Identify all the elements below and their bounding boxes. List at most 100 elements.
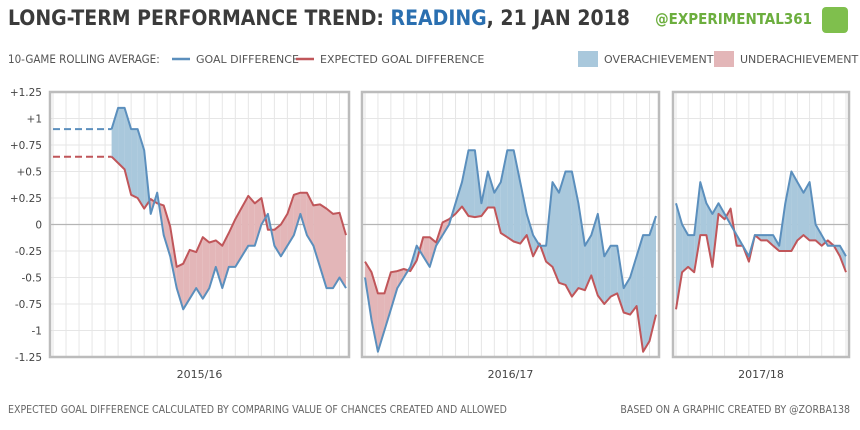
legend-over-label: OVERACHIEVEMENT: [604, 53, 714, 66]
underachievement-area: [183, 249, 190, 310]
underachievement-area: [423, 237, 430, 267]
overachievement-area: [694, 182, 701, 273]
underachievement-area: [320, 204, 327, 289]
season-panel-frame: [48, 90, 351, 359]
overachievement-area: [791, 171, 798, 251]
overachievement-area: [571, 171, 579, 297]
team-name: READING: [390, 6, 487, 30]
underachievement-area: [209, 240, 216, 289]
overachievement-area: [507, 150, 514, 242]
xgd-line: [110, 155, 347, 268]
season-label: 2015/16: [177, 368, 223, 381]
overachievement-area: [131, 129, 138, 198]
footer-credit: BASED ON A GRAPHIC CREATED BY @ZORBA138: [620, 404, 850, 416]
y-tick-label: -0.25: [15, 246, 42, 258]
overachievement-area: [118, 107, 125, 170]
underachievement-area: [254, 198, 262, 246]
underachievement-area: [280, 213, 288, 257]
overachievement-area: [559, 171, 566, 285]
underachievement-area: [176, 263, 184, 310]
overachievement-area: [468, 150, 475, 218]
overachievement-area: [643, 235, 650, 352]
overachievement-area: [578, 203, 585, 291]
title-date: , 21 JAN 2018: [486, 6, 630, 30]
y-tick-label: +0.5: [17, 167, 43, 179]
overachievement-area: [706, 203, 713, 267]
overachievement-area: [462, 150, 469, 216]
gd-line: [364, 149, 657, 353]
overachievement-area: [803, 182, 810, 241]
overachievement-area: [604, 245, 611, 304]
season-label: 2016/17: [488, 368, 534, 381]
twitter-handle[interactable]: @EXPERIMENTAL361: [655, 10, 812, 28]
overachievement-area: [636, 235, 644, 352]
overachievement-area: [688, 235, 695, 273]
logo-icon: [822, 7, 848, 33]
overachievement-area: [676, 203, 683, 310]
underachievement-area: [326, 208, 333, 289]
overachievement-area: [700, 182, 707, 236]
overachievement-area: [565, 171, 572, 297]
title-prefix: LONG-TERM PERFORMANCE TREND:: [8, 6, 391, 30]
underachievement-area: [248, 195, 255, 246]
overachievement-area: [597, 213, 605, 304]
overachievement-area: [591, 213, 598, 296]
underachievement-area: [287, 194, 294, 246]
underachievement-area: [189, 249, 197, 299]
gd-line: [675, 170, 847, 258]
overachievement-area: [494, 182, 501, 233]
underachievement-area: [293, 192, 301, 236]
legend-under-swatch: [714, 51, 734, 67]
overachievement-area: [649, 216, 656, 342]
y-tick-label: -0.75: [15, 299, 42, 311]
underachievement-area: [235, 207, 242, 267]
overachievement-area: [761, 235, 768, 241]
xgd-line: [675, 207, 847, 310]
y-tick-label: -1: [32, 326, 42, 338]
overachievement-area: [610, 245, 618, 297]
underachievement-area: [222, 233, 229, 289]
underachievement-area: [377, 293, 385, 352]
legend-under-label: UNDERACHIEVEMENT: [740, 53, 859, 66]
footer-note: EXPECTED GOAL DIFFERENCE CALCULATED BY C…: [8, 404, 507, 416]
y-tick-label: +0.75: [10, 140, 42, 152]
overachievement-area: [500, 150, 508, 238]
chart-title: LONG-TERM PERFORMANCE TREND: READING, 21…: [8, 6, 630, 30]
overachievement-area: [630, 256, 637, 315]
underachievement-area: [390, 271, 398, 310]
season-label: 2017/18: [738, 368, 784, 381]
y-tick-label: -0.5: [22, 273, 43, 285]
y-tick-label: 0: [35, 220, 42, 232]
overachievement-area: [513, 150, 521, 244]
legend-prefix: 10-GAME ROLLING AVERAGE:: [8, 52, 160, 66]
xgd-line: [364, 205, 657, 353]
overachievement-area: [682, 224, 689, 273]
overachievement-area: [111, 107, 119, 163]
y-tick-label: +1: [27, 114, 42, 126]
y-tick-label: -1.25: [15, 352, 42, 364]
underachievement-area: [163, 205, 171, 257]
overachievement-area: [533, 235, 539, 257]
season-panel-frame: [360, 90, 661, 359]
underachievement-area: [196, 237, 203, 299]
underachievement-area: [371, 272, 378, 352]
underachievement-area: [313, 204, 320, 267]
season-panel-frame: [671, 90, 851, 359]
overachievement-area: [526, 213, 534, 257]
overachievement-area: [797, 182, 804, 241]
overachievement-area: [584, 235, 592, 291]
underachievement-area: [241, 195, 249, 257]
underachievement-area: [300, 192, 307, 236]
legend-xgd-label: EXPECTED GOAL DIFFERENCE: [320, 53, 484, 66]
y-tick-label: +0.25: [10, 193, 42, 205]
overachievement-area: [815, 224, 822, 246]
legend-over-swatch: [578, 51, 598, 67]
underachievement-area: [333, 212, 340, 289]
underachievement-area: [202, 237, 210, 299]
underachievement-area: [215, 240, 223, 289]
overachievement-area: [552, 182, 559, 283]
underachievement-area: [397, 269, 404, 289]
overachievement-area: [487, 171, 495, 208]
overachievement-area: [137, 129, 145, 209]
